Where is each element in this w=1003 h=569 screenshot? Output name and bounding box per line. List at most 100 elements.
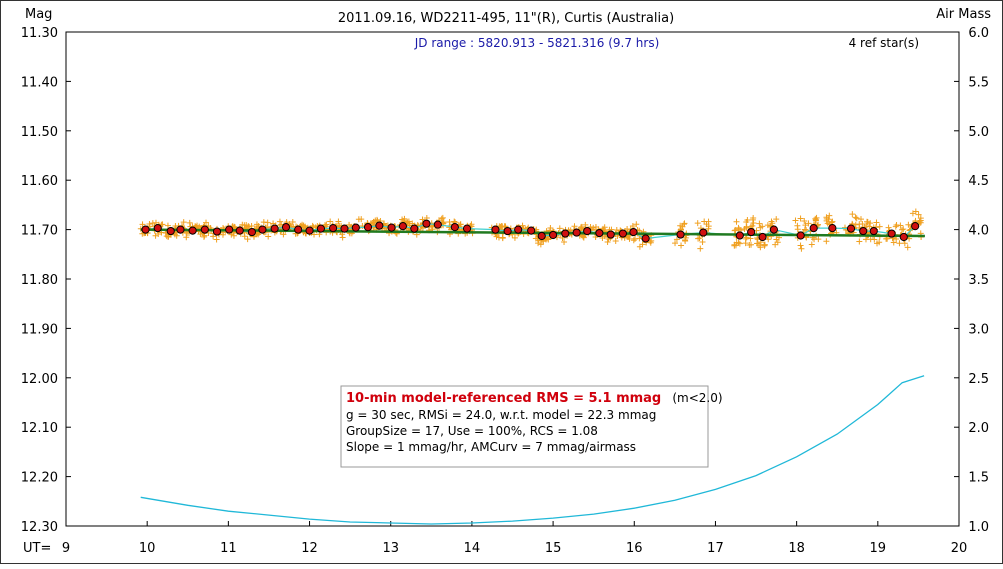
- raw-point: [901, 240, 908, 247]
- binned-point: [387, 223, 396, 232]
- raw-point: [246, 223, 253, 230]
- binned-point: [641, 234, 650, 243]
- raw-point: [900, 226, 907, 233]
- raw-point: [289, 219, 296, 226]
- binned-point: [595, 228, 604, 238]
- x-tick-label: 15: [545, 541, 562, 556]
- y-tick-label-right: 2.0: [968, 421, 989, 436]
- y-tick-label-right: 5.5: [968, 75, 989, 90]
- raw-point: [571, 223, 578, 230]
- raw-point: [735, 239, 742, 246]
- raw-point: [499, 223, 506, 230]
- raw-point: [699, 239, 706, 246]
- raw-point: [802, 222, 809, 229]
- raw-point: [537, 241, 544, 248]
- binned-point: [375, 221, 384, 230]
- raw-point: [323, 221, 330, 228]
- raw-point: [625, 233, 632, 240]
- raw-point: [890, 239, 897, 246]
- raw-point: [896, 240, 903, 247]
- binned-point: [450, 223, 459, 232]
- x-tick-label: 18: [788, 541, 805, 556]
- raw-point: [774, 239, 781, 246]
- binned-point: [340, 224, 349, 233]
- y-tick-label-left: 12.00: [21, 372, 58, 387]
- jd-range: JD range : 5820.913 - 5821.316 (9.7 hrs): [414, 36, 660, 50]
- raw-point: [213, 236, 220, 243]
- raw-point: [401, 215, 408, 222]
- raw-point: [592, 233, 599, 240]
- raw-point: [733, 218, 740, 225]
- binned-point: [758, 232, 767, 242]
- binned-point: [769, 225, 779, 234]
- raw-point: [679, 223, 686, 230]
- raw-point: [180, 219, 187, 226]
- y-tick-label-right: 3.0: [968, 322, 989, 337]
- raw-point: [511, 234, 518, 241]
- raw-point: [808, 241, 815, 248]
- raw-point: [732, 227, 739, 234]
- raw-point: [859, 221, 866, 228]
- raw-point: [311, 231, 318, 238]
- raw-point: [857, 216, 864, 223]
- binned-point: [572, 228, 581, 237]
- raw-point: [746, 242, 753, 249]
- binned-point: [629, 227, 638, 237]
- raw-point: [813, 214, 820, 221]
- raw-point: [545, 236, 552, 243]
- raw-point: [750, 214, 757, 221]
- y-tick-label-left: 11.50: [21, 125, 58, 140]
- binned-point: [527, 226, 536, 235]
- raw-point: [749, 222, 756, 229]
- raw-point: [805, 220, 812, 227]
- binned-point: [235, 226, 244, 235]
- binned-point: [735, 231, 744, 240]
- binned-point: [422, 219, 431, 228]
- raw-point: [672, 240, 679, 247]
- raw-point: [697, 245, 704, 252]
- x-tick-label: 17: [707, 541, 724, 556]
- raw-point: [197, 231, 204, 238]
- binned-point: [583, 226, 592, 236]
- binned-points-layer: [141, 219, 920, 243]
- raw-point: [864, 218, 871, 225]
- raw-point: [897, 222, 904, 229]
- raw-point: [905, 221, 912, 228]
- axis-ticks: 9 10 11 12 13 14 15 16 17 18 19 20 11.30 11.40 11.50 11…: [21, 26, 989, 556]
- binned-point: [398, 222, 408, 231]
- x-tick-label: 19: [870, 541, 887, 556]
- y-tick-label-left: 12.20: [21, 471, 58, 486]
- raw-point: [773, 216, 780, 223]
- binned-point: [281, 223, 291, 232]
- binned-point: [869, 226, 878, 236]
- raw-point: [917, 217, 924, 224]
- raw-point: [260, 219, 267, 226]
- binned-point: [225, 225, 234, 234]
- raw-point: [468, 221, 475, 228]
- raw-point: [906, 227, 913, 234]
- raw-point: [757, 244, 764, 251]
- y-tick-label-left: 11.70: [21, 224, 58, 239]
- x-tick-label: 13: [382, 541, 399, 556]
- binned-point: [859, 226, 868, 236]
- raw-point: [577, 224, 584, 231]
- raw-point: [824, 220, 831, 227]
- x-axis-title: UT=: [23, 541, 51, 556]
- binned-point: [305, 226, 314, 235]
- info-line-4: Slope = 1 mmag/hr, AMCurv = 7 mmag/airma…: [346, 440, 636, 454]
- raw-point: [916, 218, 923, 225]
- x-tick-label: 10: [139, 541, 156, 556]
- binned-point: [270, 224, 279, 233]
- raw-point: [682, 237, 689, 244]
- raw-point: [797, 242, 804, 249]
- info-rms-headline: 10-min model-referenced RMS = 5.1 mmag: [346, 391, 661, 406]
- raw-point: [604, 238, 611, 245]
- info-line-2: g = 30 sec, RMSi = 24.0, w.r.t. model = …: [346, 408, 656, 422]
- binned-point: [294, 225, 303, 234]
- raw-point: [673, 236, 680, 243]
- binned-point: [676, 230, 685, 239]
- info-box: 10-min model-referenced RMS = 5.1 mmag (…: [340, 385, 723, 468]
- y-tick-label-right: 5.0: [968, 125, 989, 140]
- raw-point: [499, 235, 506, 242]
